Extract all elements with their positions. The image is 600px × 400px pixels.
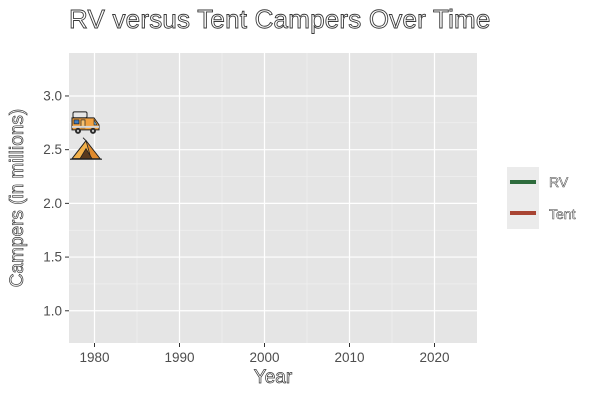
legend-swatch-rv: [510, 180, 536, 184]
x-tick-label: 1980: [79, 350, 109, 365]
y-axis-ticks: 1.0 1.5 2.0 2.5 3.0: [43, 88, 69, 318]
x-axis-label: Year: [253, 367, 293, 389]
x-tick-label: 1990: [164, 350, 194, 365]
x-axis-ticks: 1980 1990 2000 2010 2020: [79, 343, 450, 365]
y-tick-label: 3.0: [43, 88, 62, 103]
data-marks: [70, 111, 102, 160]
x-tick-label: 2000: [249, 350, 279, 365]
tent-icon: [70, 137, 102, 160]
y-tick-label: 2.5: [43, 142, 62, 157]
y-tick-label: 2.0: [43, 196, 62, 211]
legend-label-tent: Tent: [549, 206, 576, 223]
legend-swatch-tent: [510, 211, 536, 215]
x-tick-label: 2010: [334, 350, 364, 365]
minor-gridlines: [69, 53, 477, 343]
y-tick-label: 1.5: [43, 250, 62, 265]
y-tick-label: 1.0: [43, 303, 62, 318]
major-gridlines: [69, 53, 477, 343]
chart-title: RV versus Tent Campers Over Time: [69, 4, 491, 35]
legend-label-rv: RV: [549, 174, 569, 191]
x-tick-label: 2020: [419, 350, 449, 365]
legend-item-tent: [507, 198, 539, 229]
rv-icon: [71, 111, 100, 134]
legend: [507, 167, 539, 229]
legend-item-rv: [507, 167, 539, 198]
y-axis-label: Campers (in millions): [7, 108, 29, 288]
